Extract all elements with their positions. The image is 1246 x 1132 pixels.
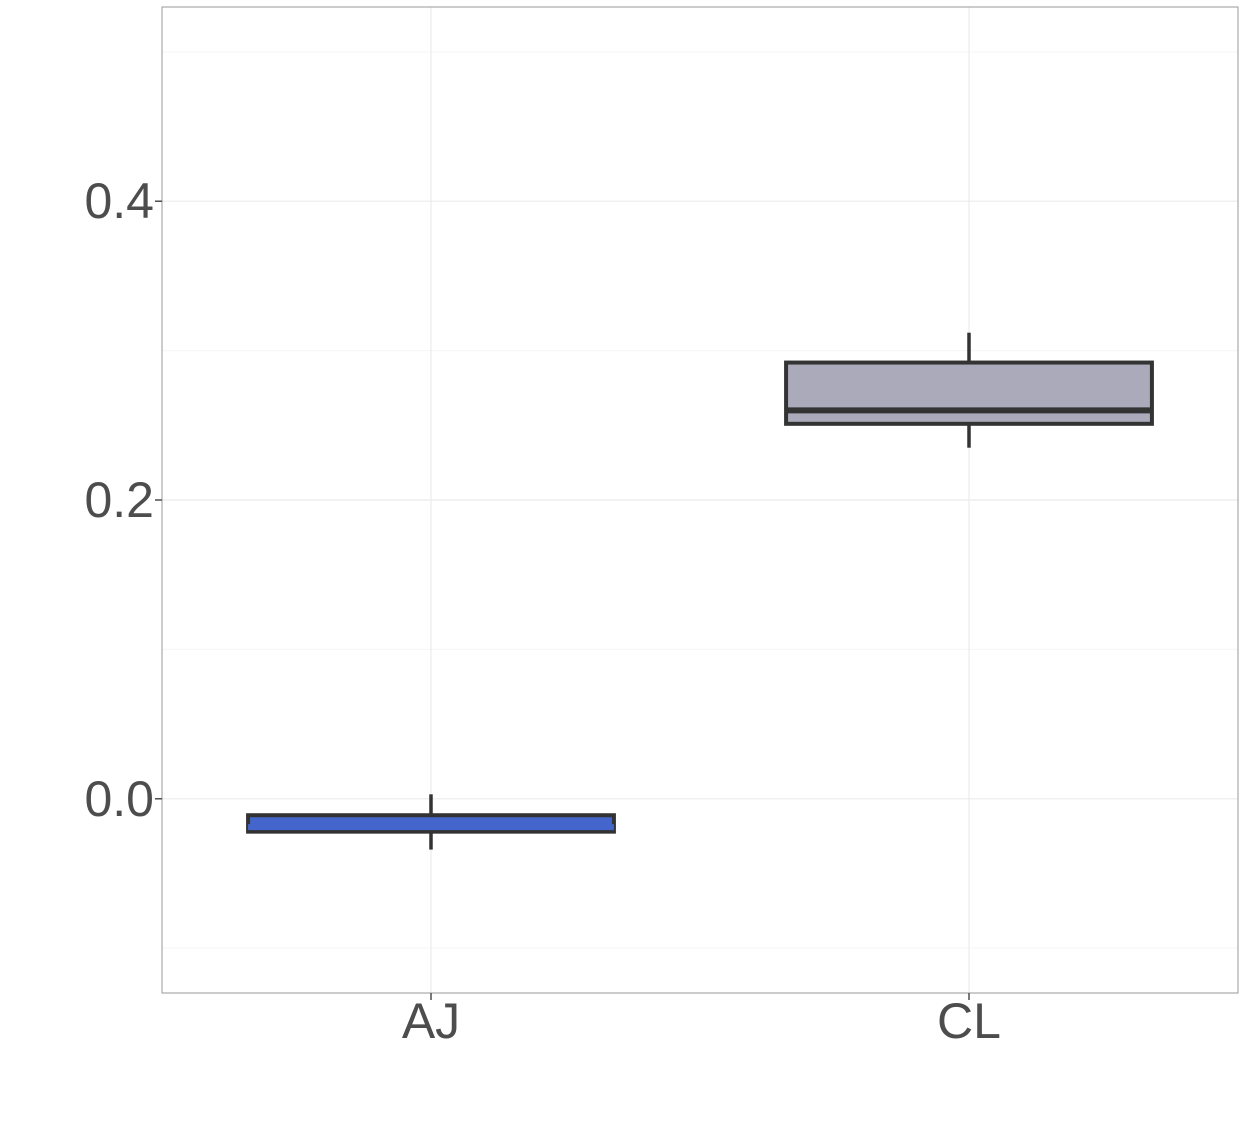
y-tick-label: 0.4 [84, 173, 154, 229]
y-tick-label: 0.2 [84, 472, 154, 528]
box-body [784, 360, 1154, 426]
boxes [246, 332, 1154, 850]
x-tick-label: CL [937, 993, 1001, 1049]
axes: 0.0 0.2 0.4 AJ CL [84, 173, 1000, 1049]
box-aj [246, 794, 616, 850]
x-tick-label: AJ [402, 993, 460, 1049]
grid-lines [162, 7, 1238, 993]
box-cl [784, 332, 1154, 448]
y-tick-label: 0.0 [84, 771, 154, 827]
